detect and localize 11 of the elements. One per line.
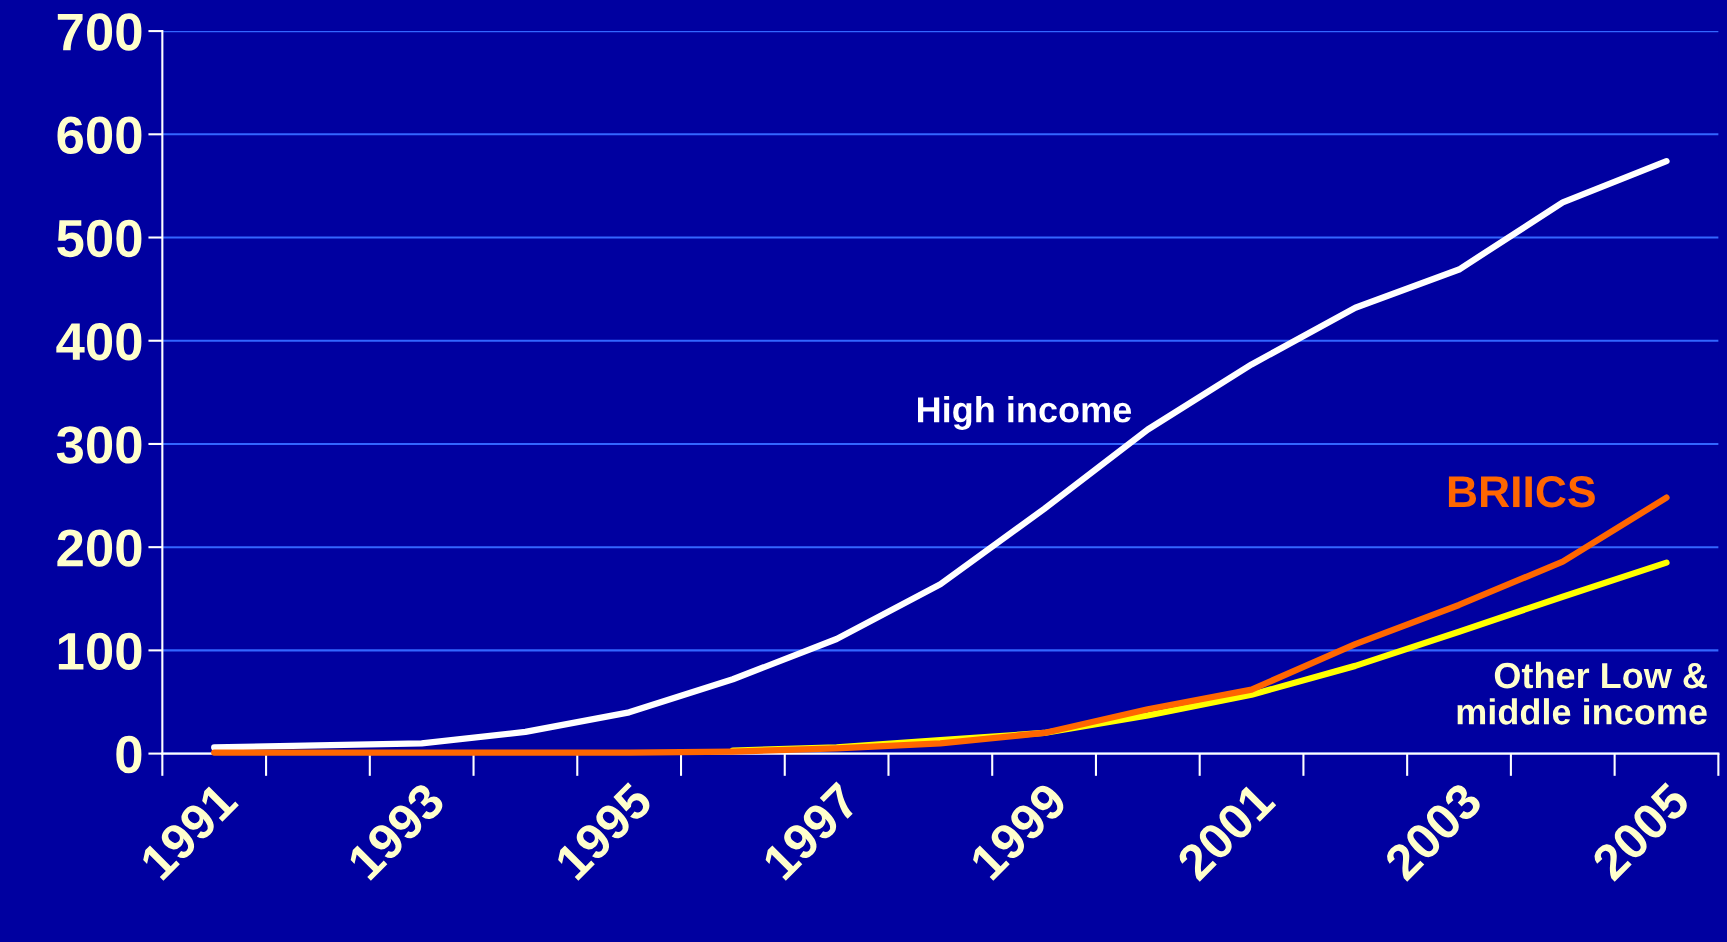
y-tick-label: 0	[116, 735, 142, 774]
y-tick-label: 700	[57, 13, 142, 51]
y-tick-label: 500	[57, 219, 142, 258]
y-tick-label: 300	[56, 426, 142, 464]
y-tick-label: 100	[58, 632, 142, 671]
series-label: BRIICS	[1448, 476, 1595, 508]
series-label: High income	[918, 396, 1132, 430]
y-tick-label: 600	[57, 116, 142, 154]
y-tick-label: 400	[56, 323, 142, 361]
y-tick-label: 200	[57, 529, 142, 567]
series-label: Other Low & middle income	[1457, 661, 1707, 725]
